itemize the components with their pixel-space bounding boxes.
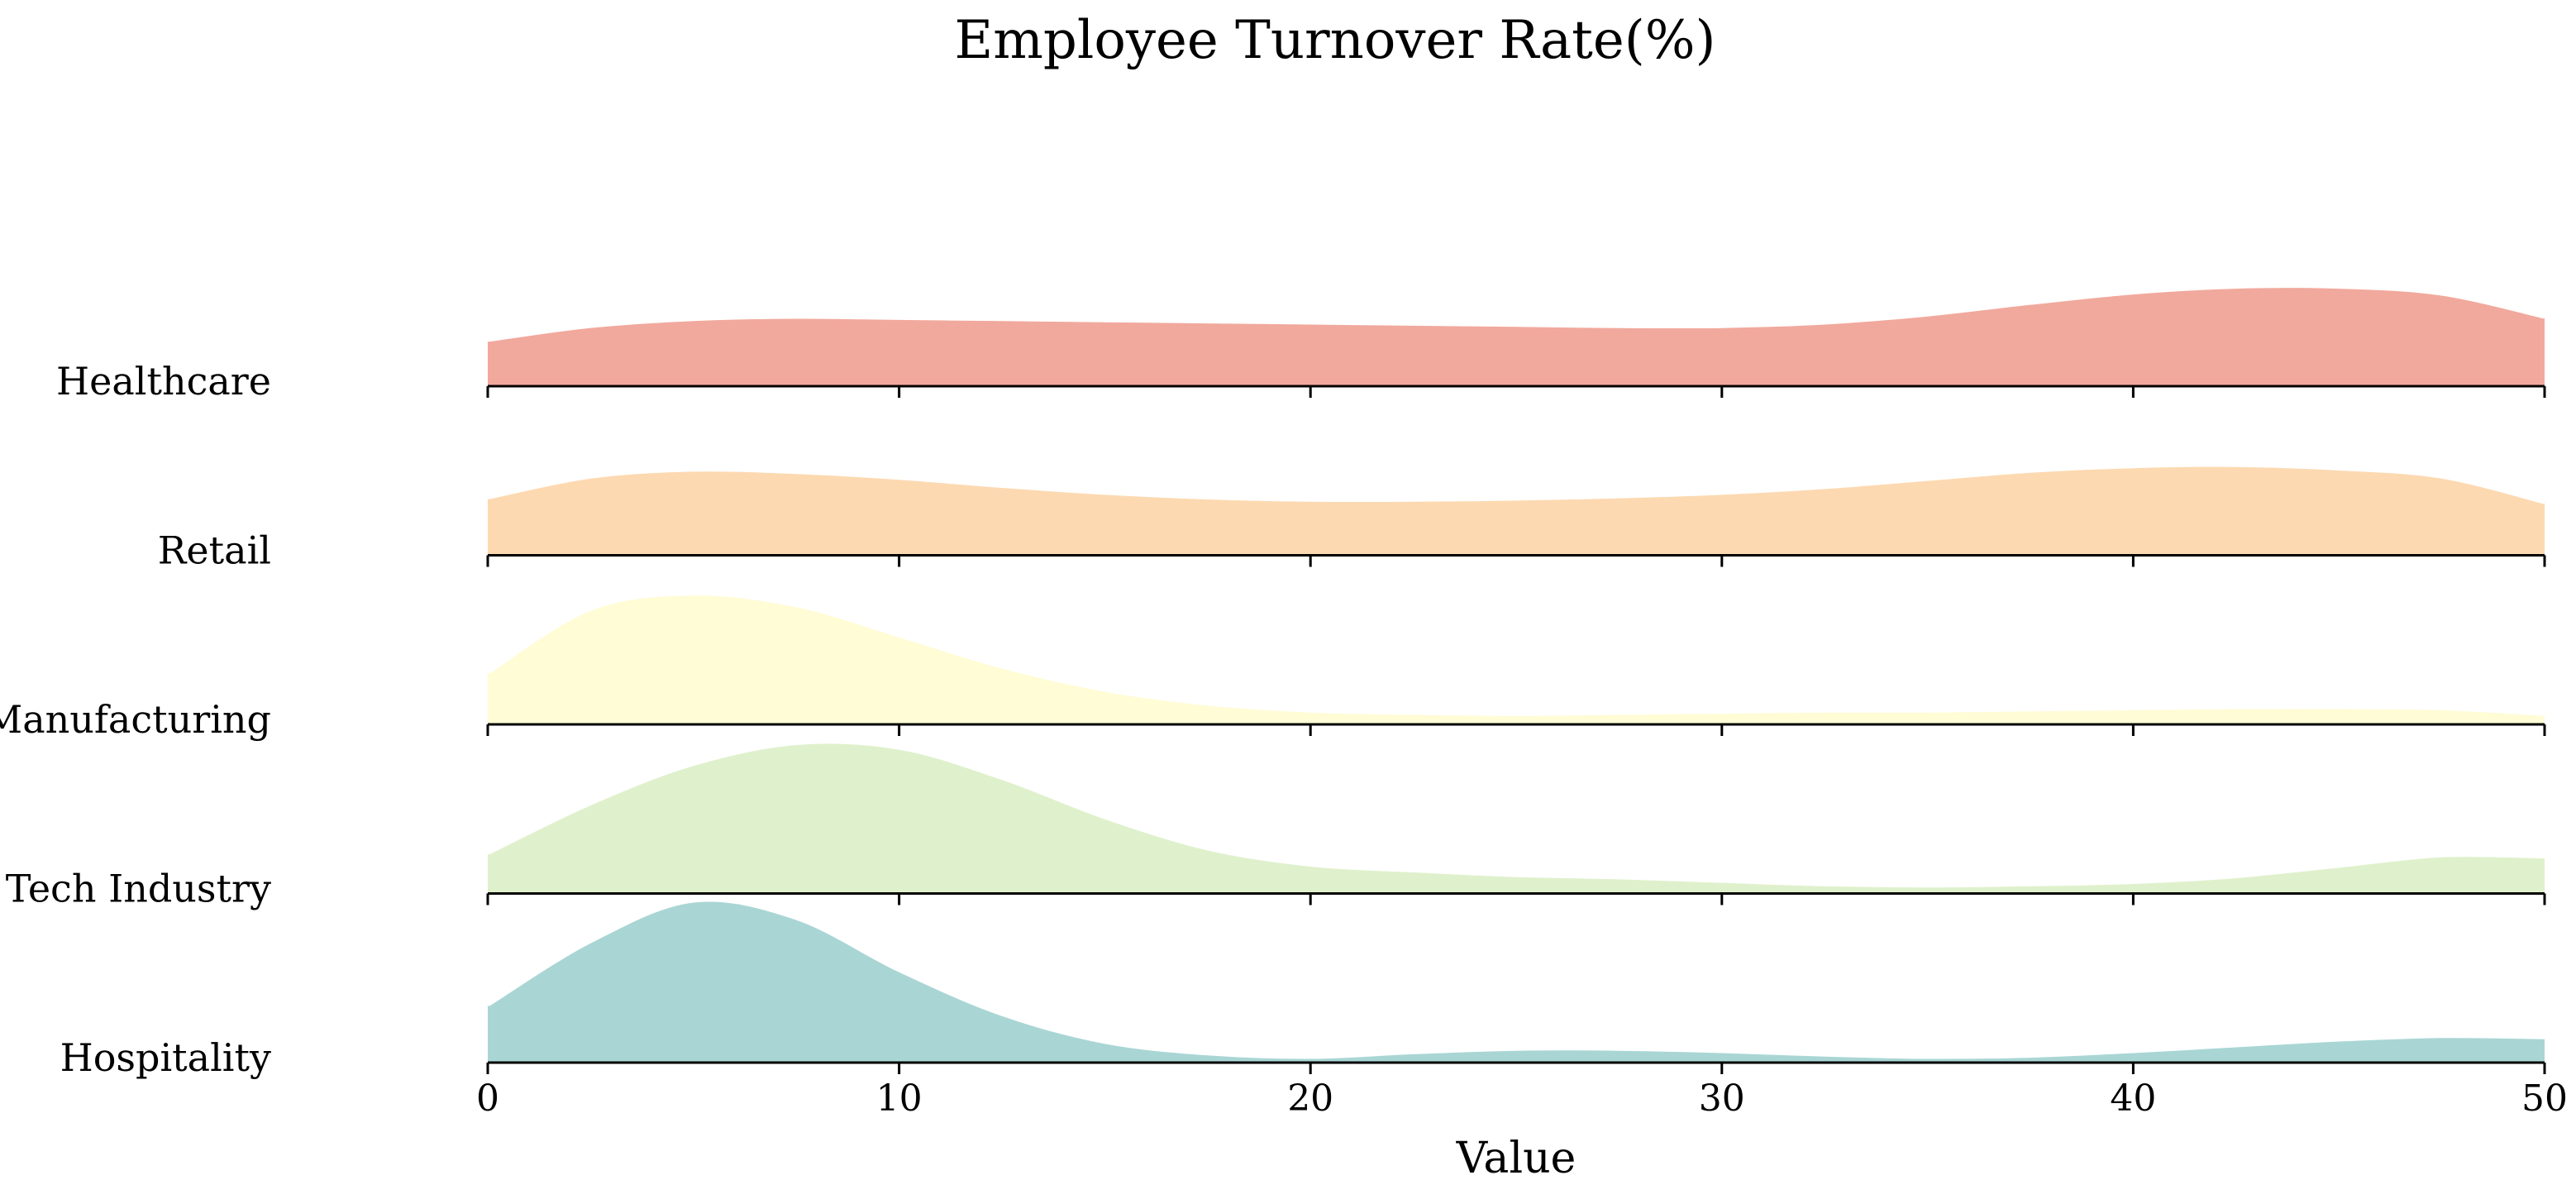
ridge-fill-healthcare bbox=[488, 285, 2545, 386]
ridge-fill-hospitality bbox=[488, 899, 2545, 1063]
ridge-fill-tech-industry bbox=[488, 741, 2545, 894]
ridge-outline-healthcare bbox=[487, 284, 2545, 342]
x-tick-label: 20 bbox=[1287, 1077, 1333, 1120]
ridge-outline-manufacturing bbox=[486, 591, 2545, 716]
x-axis-label: Value bbox=[1456, 1134, 1577, 1183]
ridge-label-manufacturing: Manufacturing bbox=[0, 697, 271, 742]
ridge-manufacturing: Manufacturing bbox=[0, 591, 2546, 742]
ridge-outline-hospitality bbox=[486, 897, 2545, 1059]
x-tick-label: 10 bbox=[876, 1077, 923, 1120]
ridge-fill-manufacturing bbox=[488, 593, 2545, 724]
x-tick-label: 30 bbox=[1699, 1077, 1745, 1120]
ridge-label-tech-industry: Tech Industry bbox=[6, 867, 271, 911]
ridge-label-hospitality: Hospitality bbox=[60, 1035, 271, 1080]
ridge-label-healthcare: Healthcare bbox=[56, 359, 271, 404]
ridge-outline-retail bbox=[487, 462, 2545, 504]
ridges-layer: Healthcare Retail Manufacturing Tech Indust… bbox=[0, 284, 2546, 1080]
ridge-tech-industry: Tech Industry bbox=[6, 739, 2546, 911]
x-tick-label: 0 bbox=[476, 1077, 499, 1120]
ridge-fill-retail bbox=[488, 465, 2545, 556]
x-axis: 0 10 20 30 40 50 bbox=[476, 1077, 2568, 1120]
x-tick-label: 40 bbox=[2110, 1077, 2156, 1120]
ridge-hospitality: Hospitality bbox=[60, 897, 2546, 1080]
ridge-outline-tech-industry bbox=[486, 739, 2545, 888]
ridge-healthcare: Healthcare bbox=[56, 284, 2546, 404]
ridge-label-retail: Retail bbox=[158, 528, 271, 573]
x-tick-label: 50 bbox=[2521, 1077, 2568, 1120]
chart-title: Employee Turnover Rate(%) bbox=[955, 10, 1716, 71]
ridge-retail: Retail bbox=[158, 462, 2546, 573]
